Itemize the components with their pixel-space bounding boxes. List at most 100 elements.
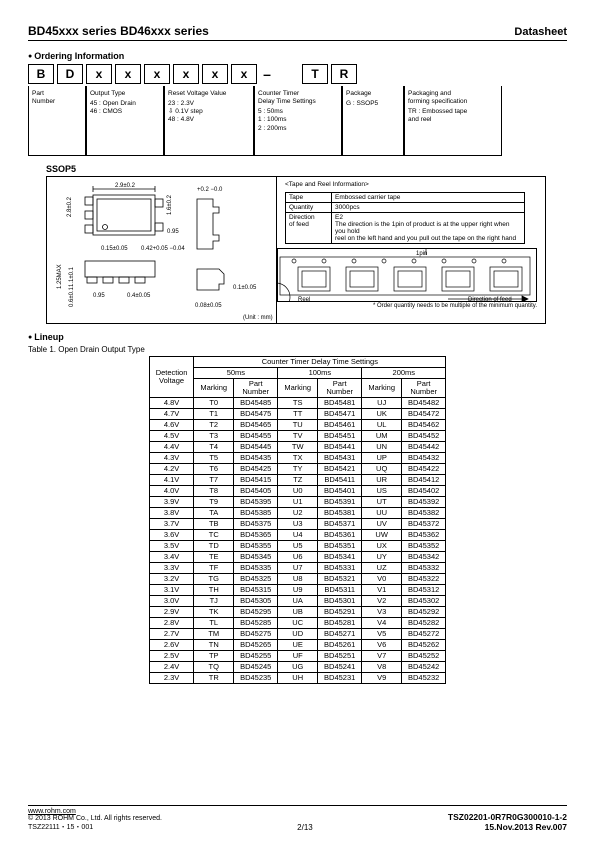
- table-cell: BD45291: [318, 607, 362, 618]
- footer-doc-code: TSZ22111・15・001: [28, 822, 162, 832]
- table-cell: UK: [362, 409, 402, 420]
- table-cell: T2: [194, 420, 234, 431]
- package-block: 2.9±0.2 +0.2 −0.0 2.8±0.2 1.6±0.2 0.95 0…: [46, 176, 546, 324]
- table-cell: BD45341: [318, 552, 362, 563]
- ordering-column-body: 23 : 2.3V ⇩ 0.1V step 48 : 4.8V: [168, 100, 250, 124]
- svg-text:0.6±0.1: 0.6±0.1: [69, 286, 75, 307]
- table-cell: UH: [278, 673, 318, 684]
- datasheet-label: Datasheet: [514, 26, 567, 38]
- table-cell: 3.7V: [149, 519, 194, 530]
- reel-svg: 1pin Direction of feed Reel: [278, 249, 536, 301]
- table-cell: BD45482: [402, 398, 446, 409]
- reel-strip: 1pin Direction of feed Reel: [277, 248, 537, 302]
- table-cell: UM: [362, 431, 402, 442]
- svg-text:(Unit : mm): (Unit : mm): [243, 315, 273, 321]
- table-cell: UE: [278, 640, 318, 651]
- ordering-column-body: 45 : Open Drain 46 : CMOS: [90, 100, 160, 116]
- table-cell: BD45395: [234, 497, 278, 508]
- ordering-column-title: Package: [346, 90, 400, 98]
- table-cell: 3.9V: [149, 497, 194, 508]
- table-cell: UQ: [362, 464, 402, 475]
- table-cell: BD45345: [234, 552, 278, 563]
- svg-text:2.8±0.2: 2.8±0.2: [67, 196, 73, 217]
- tape-cell: Embossed carrier tape: [332, 193, 525, 203]
- table-cell: TM: [194, 629, 234, 640]
- table-cell: V8: [362, 662, 402, 673]
- table-cell: 4.6V: [149, 420, 194, 431]
- table-cell: BD45262: [402, 640, 446, 651]
- svg-text:0.95: 0.95: [167, 229, 179, 235]
- tape-info: <Tape and Reel Information> TapeEmbossed…: [277, 177, 545, 323]
- table-cell: UV: [362, 519, 402, 530]
- svg-text:+0.2 −0.0: +0.2 −0.0: [197, 187, 223, 193]
- table-cell: UF: [278, 651, 318, 662]
- table-cell: BD45455: [234, 431, 278, 442]
- table-cell: U3: [278, 519, 318, 530]
- footer-tsz: TSZ02201-0R7R0G300010-1-2: [448, 812, 567, 822]
- table-cell: BD45351: [318, 541, 362, 552]
- table-cell: BD45485: [234, 398, 278, 409]
- ordering-heading: Ordering Information: [28, 51, 567, 61]
- table-cell: 3.3V: [149, 563, 194, 574]
- table-cell: TV: [278, 431, 318, 442]
- tape-note: * Order quantity needs to be multiple of…: [277, 303, 537, 309]
- table-cell: 3.2V: [149, 574, 194, 585]
- table-cell: 3.5V: [149, 541, 194, 552]
- table-cell: TF: [194, 563, 234, 574]
- table-cell: BD45245: [234, 662, 278, 673]
- table-row: 2.8VTLBD45285UCBD45281V4BD45282: [149, 618, 446, 629]
- table-cell: UB: [278, 607, 318, 618]
- table-cell: TU: [278, 420, 318, 431]
- table-cell: V0: [362, 574, 402, 585]
- table-cell: BD45461: [318, 420, 362, 431]
- table-cell: BD45271: [318, 629, 362, 640]
- table-cell: TR: [194, 673, 234, 684]
- table-row: 3.7VTBBD45375U3BD45371UVBD45372: [149, 519, 446, 530]
- table-cell: U0: [278, 486, 318, 497]
- table-cell: BD45235: [234, 673, 278, 684]
- table-cell: BD45285: [234, 618, 278, 629]
- table-cell: 2.6V: [149, 640, 194, 651]
- table-cell: BD45432: [402, 453, 446, 464]
- table-cell: 2.3V: [149, 673, 194, 684]
- table-cell: BD45465: [234, 420, 278, 431]
- table-cell: TW: [278, 442, 318, 453]
- table-cell: BD45241: [318, 662, 362, 673]
- table-row: 4.4VT4BD45445TWBD45441UNBD45442: [149, 442, 446, 453]
- ordering-columns: Part NumberOutput Type45 : Open Drain 46…: [28, 86, 567, 156]
- table-cell: UX: [362, 541, 402, 552]
- ordering-column: Reset Voltage Value23 : 2.3V ⇩ 0.1V step…: [164, 86, 254, 156]
- table-cell: BD45322: [402, 574, 446, 585]
- ordering-boxes: B D x x x x x x – T R: [28, 64, 567, 84]
- tape-cell: Quantity: [286, 203, 332, 213]
- lineup-caption: Table 1. Open Drain Output Type: [28, 345, 567, 354]
- table-cell: BD45261: [318, 640, 362, 651]
- table-cell: UL: [362, 420, 402, 431]
- ordering-column-title: Packaging and forming specification: [408, 90, 498, 106]
- table-cell: BD45232: [402, 673, 446, 684]
- tape-cell: 3000pcs: [332, 203, 525, 213]
- table-cell: BD45445: [234, 442, 278, 453]
- svg-text:0.42+0.05 −0.04: 0.42+0.05 −0.04: [141, 246, 185, 252]
- table-cell: T3: [194, 431, 234, 442]
- footer-rev: 15.Nov.2013 Rev.007: [448, 822, 567, 832]
- ordering-column-body: G : SSOP5: [346, 100, 400, 108]
- table-cell: 3.0V: [149, 596, 194, 607]
- table-row: 2.7VTMBD45275UDBD45271V5BD45272: [149, 629, 446, 640]
- ssop-label: SSOP5: [46, 164, 567, 174]
- table-cell: BD45441: [318, 442, 362, 453]
- table-cell: BD45312: [402, 585, 446, 596]
- table-cell: T4: [194, 442, 234, 453]
- table-row: 4.0VT8BD45405U0BD45401USBD45402: [149, 486, 446, 497]
- table-header: Part Number: [402, 379, 446, 398]
- order-cell: B: [28, 64, 54, 84]
- order-cell: x: [231, 64, 257, 84]
- table-cell: BD45315: [234, 585, 278, 596]
- table-cell: BD45292: [402, 607, 446, 618]
- tape-cell: E2 The direction is the 1pin of product …: [332, 213, 525, 244]
- table-cell: BD45272: [402, 629, 446, 640]
- footer-url: www.rohm.com: [28, 808, 162, 815]
- table-cell: TH: [194, 585, 234, 596]
- table-cell: U2: [278, 508, 318, 519]
- table-cell: TP: [194, 651, 234, 662]
